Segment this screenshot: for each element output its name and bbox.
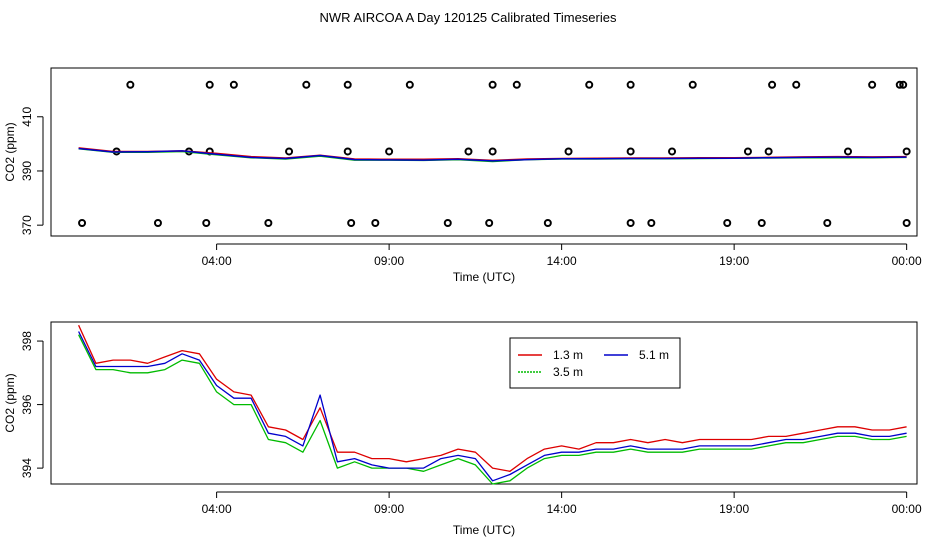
calibration-point-low bbox=[485, 218, 494, 227]
bottom-panel: 04:00 09:00 14:00 19:00 00:00 394 396 398 Time … bbox=[3, 321, 922, 537]
legend: 1.3 m 3.5 m 5.1 m bbox=[509, 337, 681, 389]
legend-box bbox=[509, 337, 681, 389]
calibration-point-mid bbox=[564, 147, 573, 156]
bottom-series-lines bbox=[78, 324, 907, 485]
calibration-point-low bbox=[626, 218, 635, 227]
calibration-point-low bbox=[647, 218, 656, 227]
calibration-point-low bbox=[757, 218, 766, 227]
calibration-point-low bbox=[543, 218, 552, 227]
top-x-tick-label: 00:00 bbox=[892, 254, 922, 268]
calibration-point-mid bbox=[843, 147, 852, 156]
calibration-point-high bbox=[899, 80, 908, 89]
calibration-point-high bbox=[512, 80, 521, 89]
top-series-5-1-m bbox=[78, 147, 907, 162]
top-x-tick-label: 09:00 bbox=[374, 254, 404, 268]
bottom-series-3-5-m bbox=[78, 334, 907, 485]
bottom-x-tick-label: 14:00 bbox=[547, 502, 577, 516]
bottom-series-1-3-m bbox=[78, 324, 907, 472]
bottom-series-5-1-m bbox=[78, 331, 907, 482]
bottom-x-tick-label: 00:00 bbox=[892, 502, 922, 516]
calibration-point-high bbox=[205, 80, 214, 89]
legend-label-5-1m: 5.1 m bbox=[639, 348, 669, 362]
calibration-point-low bbox=[723, 218, 732, 227]
top-x-tick-label: 19:00 bbox=[719, 254, 749, 268]
calibration-point-low bbox=[347, 218, 356, 227]
calibration-point-high bbox=[626, 80, 635, 89]
bottom-y-tick-label: 398 bbox=[20, 331, 34, 351]
calibration-point-high bbox=[688, 80, 697, 89]
calibration-point-high bbox=[768, 80, 777, 89]
calibration-point-low bbox=[902, 218, 911, 227]
top-plot-frame bbox=[50, 67, 918, 237]
legend-label-1-3m: 1.3 m bbox=[553, 348, 583, 362]
top-panel: 04:00 09:00 14:00 19:00 00:00 370 390 410 Time … bbox=[3, 67, 922, 284]
top-y-tick-label: 370 bbox=[20, 215, 34, 235]
calibration-point-mid bbox=[626, 147, 635, 156]
figure-title: NWR AIRCOA A Day 120125 Calibrated Times… bbox=[320, 10, 617, 25]
calibration-point-high bbox=[868, 80, 877, 89]
bottom-y-axis-label: CO2 (ppm) bbox=[3, 373, 17, 432]
calibration-point-high bbox=[895, 80, 904, 89]
calibration-point-mid bbox=[764, 147, 773, 156]
top-calibration-points bbox=[78, 80, 911, 227]
calibration-point-high bbox=[585, 80, 594, 89]
calibration-point-low bbox=[153, 218, 162, 227]
top-y-axis-label: CO2 (ppm) bbox=[3, 122, 17, 181]
calibration-point-mid bbox=[668, 147, 677, 156]
calibration-point-low bbox=[443, 218, 452, 227]
bottom-x-tick-label: 19:00 bbox=[719, 502, 749, 516]
calibration-point-mid bbox=[743, 147, 752, 156]
calibration-point-mid bbox=[464, 147, 473, 156]
calibration-point-high bbox=[126, 80, 135, 89]
legend-label-3-5m: 3.5 m bbox=[553, 365, 583, 379]
calibration-point-high bbox=[405, 80, 414, 89]
top-y-tick-label: 390 bbox=[20, 161, 34, 181]
top-y-tick-label: 410 bbox=[20, 106, 34, 126]
calibration-point-mid bbox=[385, 147, 394, 156]
calibration-point-mid bbox=[285, 147, 294, 156]
calibration-point-mid bbox=[343, 147, 352, 156]
calibration-point-low bbox=[371, 218, 380, 227]
bottom-y-tick-label: 394 bbox=[20, 458, 34, 478]
calibration-point-high bbox=[302, 80, 311, 89]
top-series-lines bbox=[78, 147, 907, 163]
top-x-axis-label: Time (UTC) bbox=[453, 270, 515, 284]
calibration-point-low bbox=[823, 218, 832, 227]
top-x-tick-label: 14:00 bbox=[547, 254, 577, 268]
calibration-point-high bbox=[488, 80, 497, 89]
bottom-plot-frame bbox=[50, 321, 918, 485]
calibration-point-low bbox=[78, 218, 87, 227]
bottom-axes: 04:00 09:00 14:00 19:00 00:00 394 396 398 bbox=[20, 331, 922, 516]
calibration-point-mid bbox=[902, 147, 911, 156]
bottom-x-axis-label: Time (UTC) bbox=[453, 523, 515, 537]
top-axes: 04:00 09:00 14:00 19:00 00:00 370 390 410 bbox=[20, 106, 922, 268]
calibration-point-high bbox=[343, 80, 352, 89]
top-x-tick-label: 04:00 bbox=[202, 254, 232, 268]
calibration-point-high bbox=[792, 80, 801, 89]
calibration-point-low bbox=[202, 218, 211, 227]
calibration-point-mid bbox=[488, 147, 497, 156]
bottom-y-tick-label: 396 bbox=[20, 394, 34, 414]
calibration-point-low bbox=[264, 218, 273, 227]
bottom-x-tick-label: 09:00 bbox=[374, 502, 404, 516]
calibration-point-high bbox=[229, 80, 238, 89]
bottom-x-tick-label: 04:00 bbox=[202, 502, 232, 516]
